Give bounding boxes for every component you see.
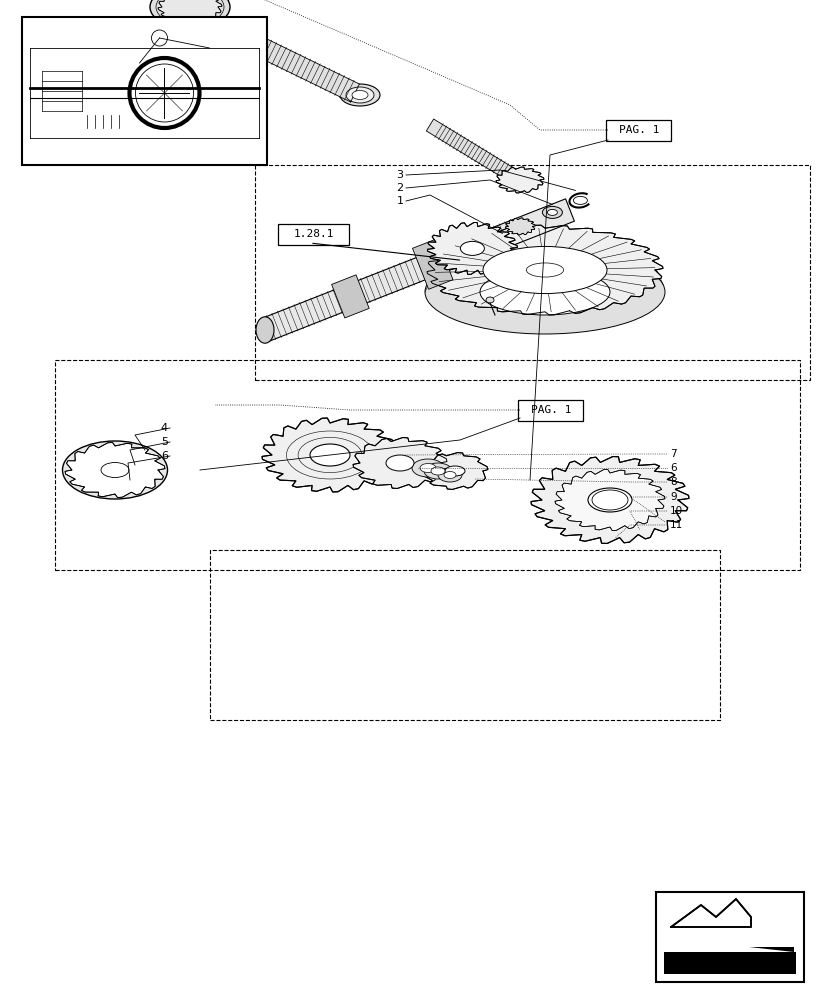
Text: 6: 6 — [669, 463, 676, 473]
Ellipse shape — [542, 206, 562, 218]
Ellipse shape — [444, 466, 465, 476]
Ellipse shape — [385, 455, 414, 471]
Bar — [22, 17, 266, 165]
Polygon shape — [530, 457, 688, 543]
Ellipse shape — [346, 87, 374, 103]
Bar — [655, 892, 803, 982]
Ellipse shape — [526, 263, 563, 277]
Polygon shape — [670, 899, 750, 927]
Polygon shape — [331, 275, 369, 318]
Ellipse shape — [340, 84, 380, 106]
Polygon shape — [422, 453, 487, 489]
Ellipse shape — [179, 1, 200, 13]
Ellipse shape — [482, 246, 606, 294]
Polygon shape — [426, 119, 523, 186]
FancyBboxPatch shape — [605, 120, 671, 141]
Ellipse shape — [150, 0, 230, 29]
Polygon shape — [236, 28, 359, 102]
Text: 7: 7 — [669, 449, 676, 459]
FancyBboxPatch shape — [518, 399, 583, 420]
Ellipse shape — [431, 467, 444, 475]
Text: 1.28.1: 1.28.1 — [294, 229, 334, 239]
Ellipse shape — [62, 441, 167, 499]
Text: 8: 8 — [669, 477, 676, 487]
Polygon shape — [412, 239, 452, 289]
FancyBboxPatch shape — [278, 224, 349, 244]
Text: 2: 2 — [396, 183, 403, 193]
Ellipse shape — [587, 488, 631, 512]
Polygon shape — [554, 470, 664, 530]
Text: 5: 5 — [160, 437, 168, 447]
Ellipse shape — [256, 317, 274, 343]
Ellipse shape — [101, 462, 129, 478]
Polygon shape — [65, 443, 165, 497]
Polygon shape — [427, 222, 517, 274]
Ellipse shape — [419, 464, 436, 473]
Ellipse shape — [423, 463, 452, 479]
Polygon shape — [261, 199, 574, 341]
Text: 1: 1 — [396, 196, 403, 206]
Ellipse shape — [424, 250, 664, 334]
Ellipse shape — [351, 91, 367, 100]
Text: PAG. 1: PAG. 1 — [618, 125, 658, 135]
Ellipse shape — [460, 241, 484, 255]
Text: 10: 10 — [669, 506, 682, 516]
Ellipse shape — [591, 490, 627, 510]
Ellipse shape — [573, 196, 586, 204]
Ellipse shape — [547, 209, 557, 215]
Ellipse shape — [480, 269, 609, 315]
Ellipse shape — [71, 446, 159, 494]
Polygon shape — [495, 167, 543, 193]
Bar — [663, 952, 795, 974]
Ellipse shape — [309, 444, 350, 466]
Polygon shape — [352, 438, 447, 488]
Ellipse shape — [508, 219, 532, 233]
Ellipse shape — [437, 468, 461, 482]
Polygon shape — [504, 218, 535, 235]
Polygon shape — [748, 947, 793, 952]
Ellipse shape — [485, 297, 494, 303]
Text: 6: 6 — [160, 451, 168, 461]
Text: 11: 11 — [669, 520, 682, 530]
Text: 9: 9 — [669, 492, 676, 502]
Ellipse shape — [513, 222, 527, 230]
Ellipse shape — [443, 472, 456, 479]
Polygon shape — [158, 0, 222, 24]
Ellipse shape — [227, 30, 252, 44]
Text: PAG. 1: PAG. 1 — [530, 405, 571, 415]
Polygon shape — [261, 418, 398, 492]
Text: 4: 4 — [160, 423, 168, 433]
Ellipse shape — [412, 459, 443, 477]
Polygon shape — [427, 225, 662, 315]
Text: 3: 3 — [396, 170, 403, 180]
